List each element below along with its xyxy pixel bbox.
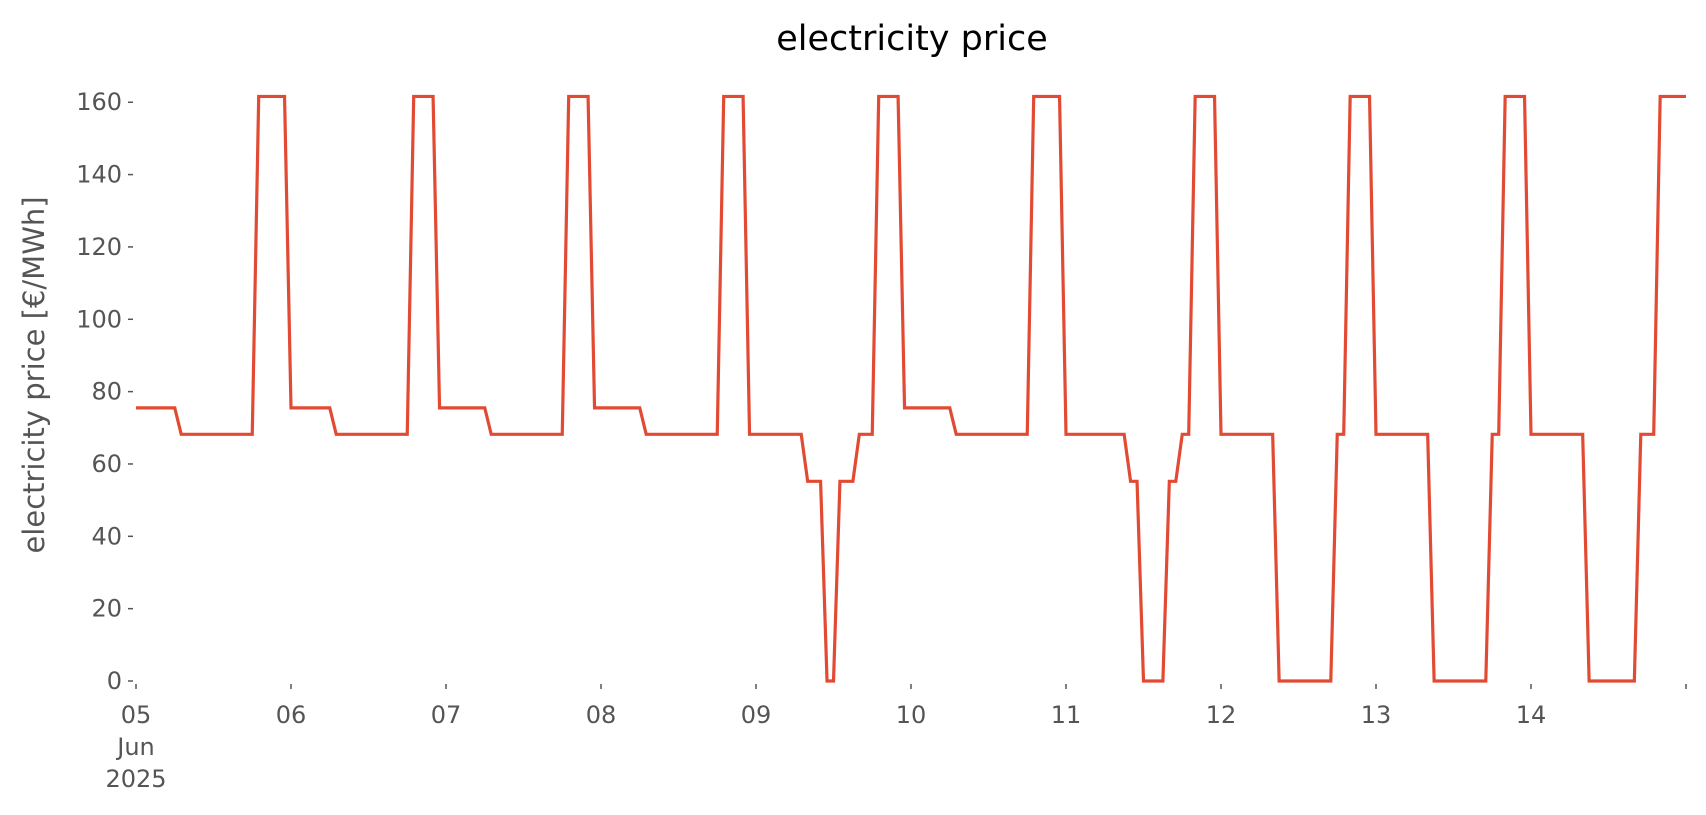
x-tick-label: 13 (1361, 701, 1392, 729)
x-tick-label: 06 (276, 701, 307, 729)
y-tick-label: 80 (91, 378, 122, 406)
x-tick-label: Jun (115, 733, 155, 761)
y-tick-label: 100 (76, 305, 122, 333)
y-axis-label: electricity price [€/MWh] (17, 196, 51, 553)
x-axis: 05 Jun 2025 06 07 08 09 10 11 12 13 14 (105, 684, 1687, 793)
chart-title: electricity price (776, 19, 1048, 59)
price-series-line (136, 94, 1686, 683)
y-tick-label: 20 (91, 595, 122, 623)
x-tick-label: 2025 (105, 765, 166, 793)
y-tick-label: 40 (91, 522, 122, 550)
y-tick-label: 0 (107, 667, 122, 695)
x-tick-label: 09 (741, 701, 772, 729)
x-tick-label: 07 (431, 701, 462, 729)
x-tick-label: 10 (896, 701, 927, 729)
y-tick-label: 160 (76, 88, 122, 116)
y-tick-label: 60 (91, 450, 122, 478)
y-axis: 0 20 40 60 80 100 120 140 160 (76, 88, 133, 695)
x-tick-label: 05 (121, 701, 152, 729)
y-tick-label: 120 (76, 233, 122, 261)
x-tick-label: 08 (586, 701, 617, 729)
y-tick-label: 140 (76, 161, 122, 189)
x-tick-label: 11 (1051, 701, 1082, 729)
x-tick-label: 14 (1516, 701, 1547, 729)
x-tick-label: 12 (1206, 701, 1237, 729)
series-layer (136, 94, 1686, 683)
